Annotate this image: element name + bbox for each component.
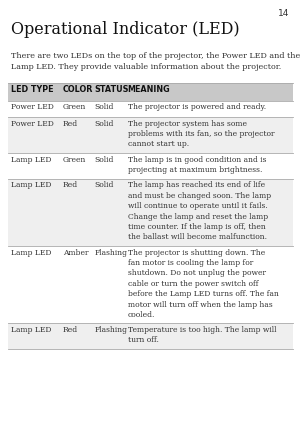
Text: Amber: Amber bbox=[63, 249, 88, 257]
Text: MEANING: MEANING bbox=[128, 85, 170, 94]
Text: Flashing: Flashing bbox=[94, 249, 128, 257]
Text: Flashing: Flashing bbox=[94, 326, 128, 334]
Bar bbox=[8, 153, 292, 179]
Text: The projector system has some
problems with its fan, so the projector
cannot sta: The projector system has some problems w… bbox=[128, 120, 274, 148]
Text: Solid: Solid bbox=[94, 181, 114, 190]
Text: Lamp LED: Lamp LED bbox=[11, 156, 51, 164]
Bar bbox=[8, 323, 292, 349]
Bar bbox=[8, 246, 292, 323]
Text: Lamp LED: Lamp LED bbox=[11, 181, 51, 190]
Text: Power LED: Power LED bbox=[11, 103, 53, 111]
Text: There are two LEDs on the top of the projector, the Power LED and the
Lamp LED. : There are two LEDs on the top of the pro… bbox=[11, 52, 300, 71]
Text: Solid: Solid bbox=[94, 120, 114, 128]
Text: Red: Red bbox=[63, 120, 78, 128]
Bar bbox=[8, 83, 292, 101]
Text: The projector is powered and ready.: The projector is powered and ready. bbox=[128, 103, 266, 111]
Text: Temperature is too high. The lamp will
turn off.: Temperature is too high. The lamp will t… bbox=[128, 326, 276, 344]
Bar bbox=[8, 101, 292, 117]
Text: Power LED: Power LED bbox=[11, 120, 53, 128]
Text: The lamp is in good condition and is
projecting at maximum brightness.: The lamp is in good condition and is pro… bbox=[128, 156, 266, 174]
Bar bbox=[8, 179, 292, 246]
Text: Operational Indicator (LED): Operational Indicator (LED) bbox=[11, 22, 239, 39]
Text: Solid: Solid bbox=[94, 103, 114, 111]
Bar bbox=[8, 117, 292, 153]
Text: The projector is shutting down. The
fan motor is cooling the lamp for
shutdown. : The projector is shutting down. The fan … bbox=[128, 249, 278, 319]
Text: The lamp has reached its end of life
and must be changed soon. The lamp
will con: The lamp has reached its end of life and… bbox=[128, 181, 271, 242]
Text: Lamp LED: Lamp LED bbox=[11, 326, 51, 334]
Text: STATUS: STATUS bbox=[94, 85, 129, 94]
Text: Solid: Solid bbox=[94, 156, 114, 164]
Text: Red: Red bbox=[63, 181, 78, 190]
Text: Green: Green bbox=[63, 156, 86, 164]
Text: Red: Red bbox=[63, 326, 78, 334]
Text: COLOR: COLOR bbox=[63, 85, 93, 94]
Text: Lamp LED: Lamp LED bbox=[11, 249, 51, 257]
Text: Green: Green bbox=[63, 103, 86, 111]
Text: 14: 14 bbox=[278, 9, 290, 18]
Text: LED TYPE: LED TYPE bbox=[11, 85, 53, 94]
